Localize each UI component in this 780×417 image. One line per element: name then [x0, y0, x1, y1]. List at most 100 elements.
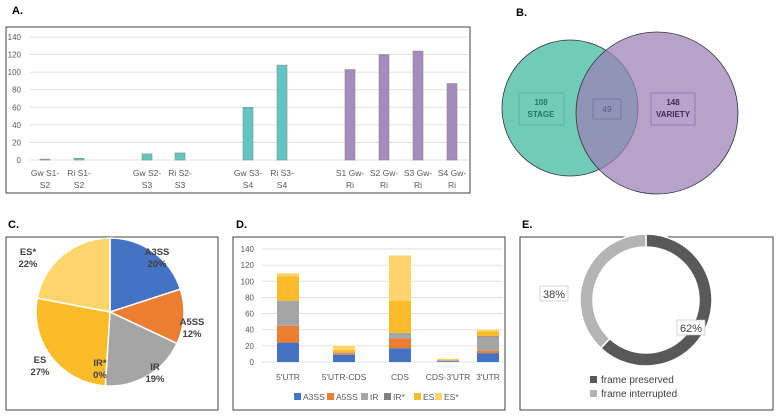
leader-line — [102, 367, 109, 385]
bar — [73, 157, 85, 161]
pie-label-name: A3SS — [145, 247, 170, 258]
legend-swatch — [294, 393, 301, 400]
pie-label-value: 22% — [18, 259, 38, 270]
legend-label: IR* — [393, 392, 406, 402]
x-tick-label: Ri — [414, 180, 422, 190]
panel-label: D. — [236, 219, 247, 231]
pie-slice — [104, 310, 178, 387]
y-tick-label: 100 — [241, 277, 255, 286]
y-tick-label: 0 — [17, 156, 22, 165]
bar — [39, 158, 51, 161]
bar — [141, 153, 153, 161]
pie-label-name: IR* — [93, 358, 107, 369]
bar-segment — [277, 342, 299, 362]
bar-segment — [333, 354, 355, 362]
bar-segment — [477, 336, 499, 351]
pie-label-name: ES* — [20, 247, 37, 258]
x-tick-label: S2 — [74, 180, 85, 190]
y-tick-label: 40 — [12, 121, 21, 130]
bar-segment — [437, 361, 459, 362]
panel-d-frame — [232, 236, 506, 411]
donut-label: 38% — [543, 289, 565, 301]
x-tick-label: CDS-3'UTR — [426, 372, 471, 382]
y-tick-label: 20 — [12, 138, 21, 147]
x-tick-label: 3'UTR — [476, 372, 500, 382]
y-tick-label: 80 — [245, 293, 254, 302]
x-tick-label: 5'UTR-CDS — [322, 372, 367, 382]
bar-segment — [477, 336, 499, 337]
bar — [378, 54, 390, 161]
legend-swatch — [590, 376, 597, 383]
x-tick-label: S2 — [40, 180, 51, 190]
bar-segment — [333, 353, 355, 355]
pie-slice — [109, 237, 182, 314]
x-tick-label: Ri — [380, 180, 388, 190]
bar — [242, 106, 254, 161]
bar-segment — [477, 353, 499, 362]
x-tick-label: S1 Gw- — [336, 168, 365, 178]
donut-label: 62% — [680, 323, 702, 335]
pie-label-value: 27% — [30, 367, 50, 378]
bar — [276, 64, 288, 161]
pie-slice — [36, 237, 111, 313]
bar-segment — [389, 300, 411, 333]
bar-segment — [333, 349, 355, 353]
legend-swatch — [414, 393, 421, 400]
venn-intersection-count: 49 — [603, 105, 612, 114]
pie-slice — [35, 297, 111, 387]
venn-stage-label: STAGE — [528, 110, 556, 119]
pie-label-name: IR — [150, 362, 160, 373]
x-tick-label: S4 — [277, 180, 288, 190]
x-tick-label: S3 — [142, 180, 153, 190]
venn-label-box — [518, 92, 565, 126]
bar-segment — [389, 348, 411, 362]
bar-segment — [437, 360, 459, 362]
y-tick-label: 80 — [12, 86, 21, 95]
bar — [446, 83, 458, 161]
panel-c-frame — [5, 236, 219, 411]
donut-label-box — [539, 285, 569, 302]
y-tick-label: 60 — [245, 310, 254, 319]
panel-label: B. — [516, 7, 527, 19]
pie-label-value: 0% — [93, 370, 107, 381]
bar — [412, 50, 424, 161]
pie-label-name: ES — [34, 355, 47, 366]
y-tick-label: 40 — [245, 326, 254, 335]
x-tick-label: S4 Gw- — [438, 168, 467, 178]
y-tick-label: 140 — [8, 33, 22, 42]
x-tick-label: S3 Gw- — [404, 168, 433, 178]
bar — [174, 152, 186, 161]
x-tick-label: Ri S2- — [168, 168, 192, 178]
bar-segment — [437, 358, 459, 360]
venn-label-box — [650, 92, 696, 126]
venn-circle-variety — [575, 31, 739, 195]
pie-label-value: 12% — [182, 329, 202, 340]
bar-segment — [477, 329, 499, 332]
venn-stage-count: 108 — [534, 98, 548, 107]
bar-segment — [389, 332, 411, 339]
x-tick-label: Ri — [448, 180, 456, 190]
x-tick-label: Ri S1- — [67, 168, 91, 178]
bar-segment — [477, 350, 499, 354]
pie-label-value: 20% — [147, 259, 167, 270]
legend-swatch — [384, 393, 391, 400]
panel-label: C. — [8, 219, 19, 231]
bar-segment — [277, 273, 299, 277]
legend-label: IR — [370, 392, 379, 402]
y-tick-label: 100 — [8, 68, 22, 77]
x-tick-label: CDS — [391, 372, 409, 382]
legend-label: ES — [423, 392, 435, 402]
bar — [344, 69, 356, 161]
legend-label: A3SS — [303, 392, 325, 402]
x-tick-label: S2 Gw- — [370, 168, 399, 178]
legend-label: ES* — [444, 392, 459, 402]
bar-segment — [277, 276, 299, 301]
venn-variety-label: VARIETY — [656, 110, 691, 119]
pie-label-value: 19% — [145, 374, 165, 385]
y-tick-label: 140 — [241, 245, 255, 254]
x-tick-label: S3 — [175, 180, 186, 190]
y-tick-label: 60 — [12, 103, 21, 112]
donut-slice — [579, 233, 647, 350]
legend-swatch — [590, 390, 597, 397]
